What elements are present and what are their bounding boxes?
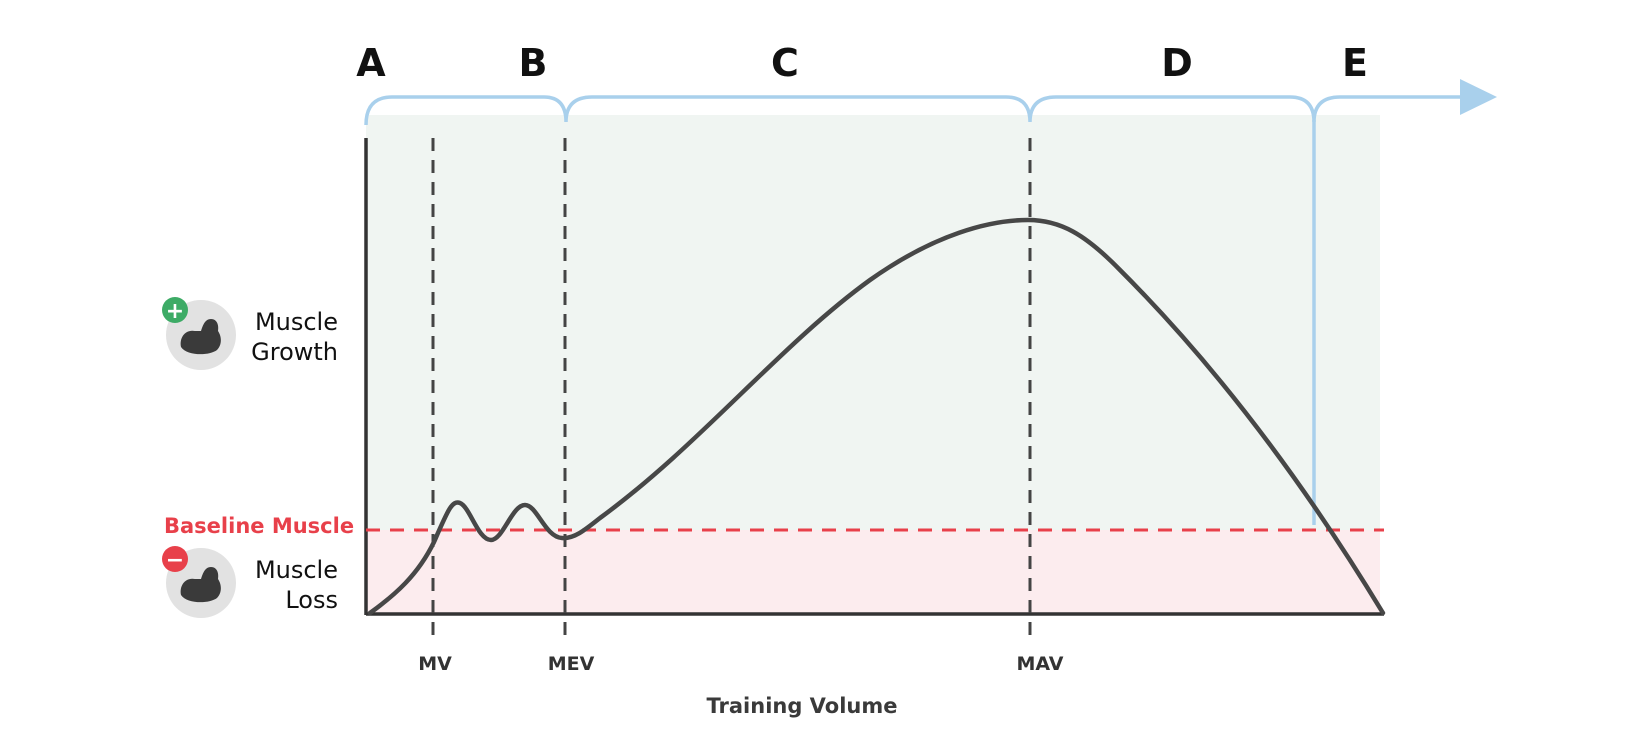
region-label-e: E [1342, 41, 1368, 85]
baseline-muscle-label: Baseline Muscle [164, 514, 354, 538]
growth-zone [366, 115, 1380, 530]
growth-label-line1: Muscle [255, 308, 338, 336]
region-label-d: D [1161, 41, 1193, 85]
region-label-c: C [771, 41, 799, 85]
axis-arrowhead [1460, 79, 1497, 115]
loss-label-line1: Muscle [255, 556, 338, 584]
loss-zone [366, 530, 1380, 615]
muscle-growth-legend: + Muscle Growth [162, 297, 338, 370]
flexed-bicep-icon [180, 319, 221, 355]
plus-badge [162, 297, 188, 323]
marker-label-mav: MAV [1016, 653, 1063, 675]
muscle-loss-legend: − Muscle Loss [162, 546, 338, 618]
muscle-response-curve [367, 217, 1386, 616]
growth-label-line2: Growth [251, 338, 338, 366]
region-label-a: A [356, 41, 386, 85]
loss-label-line2: Loss [285, 586, 338, 614]
marker-label-mev: MEV [548, 653, 595, 675]
marker-label-mv: MV [418, 653, 452, 675]
minus-icon: − [166, 548, 184, 573]
minus-badge [162, 546, 188, 572]
flexed-bicep-icon [180, 567, 221, 603]
region-label-b: B [519, 41, 548, 85]
plus-icon: + [166, 299, 184, 324]
x-axis-title: Training Volume [707, 694, 898, 718]
